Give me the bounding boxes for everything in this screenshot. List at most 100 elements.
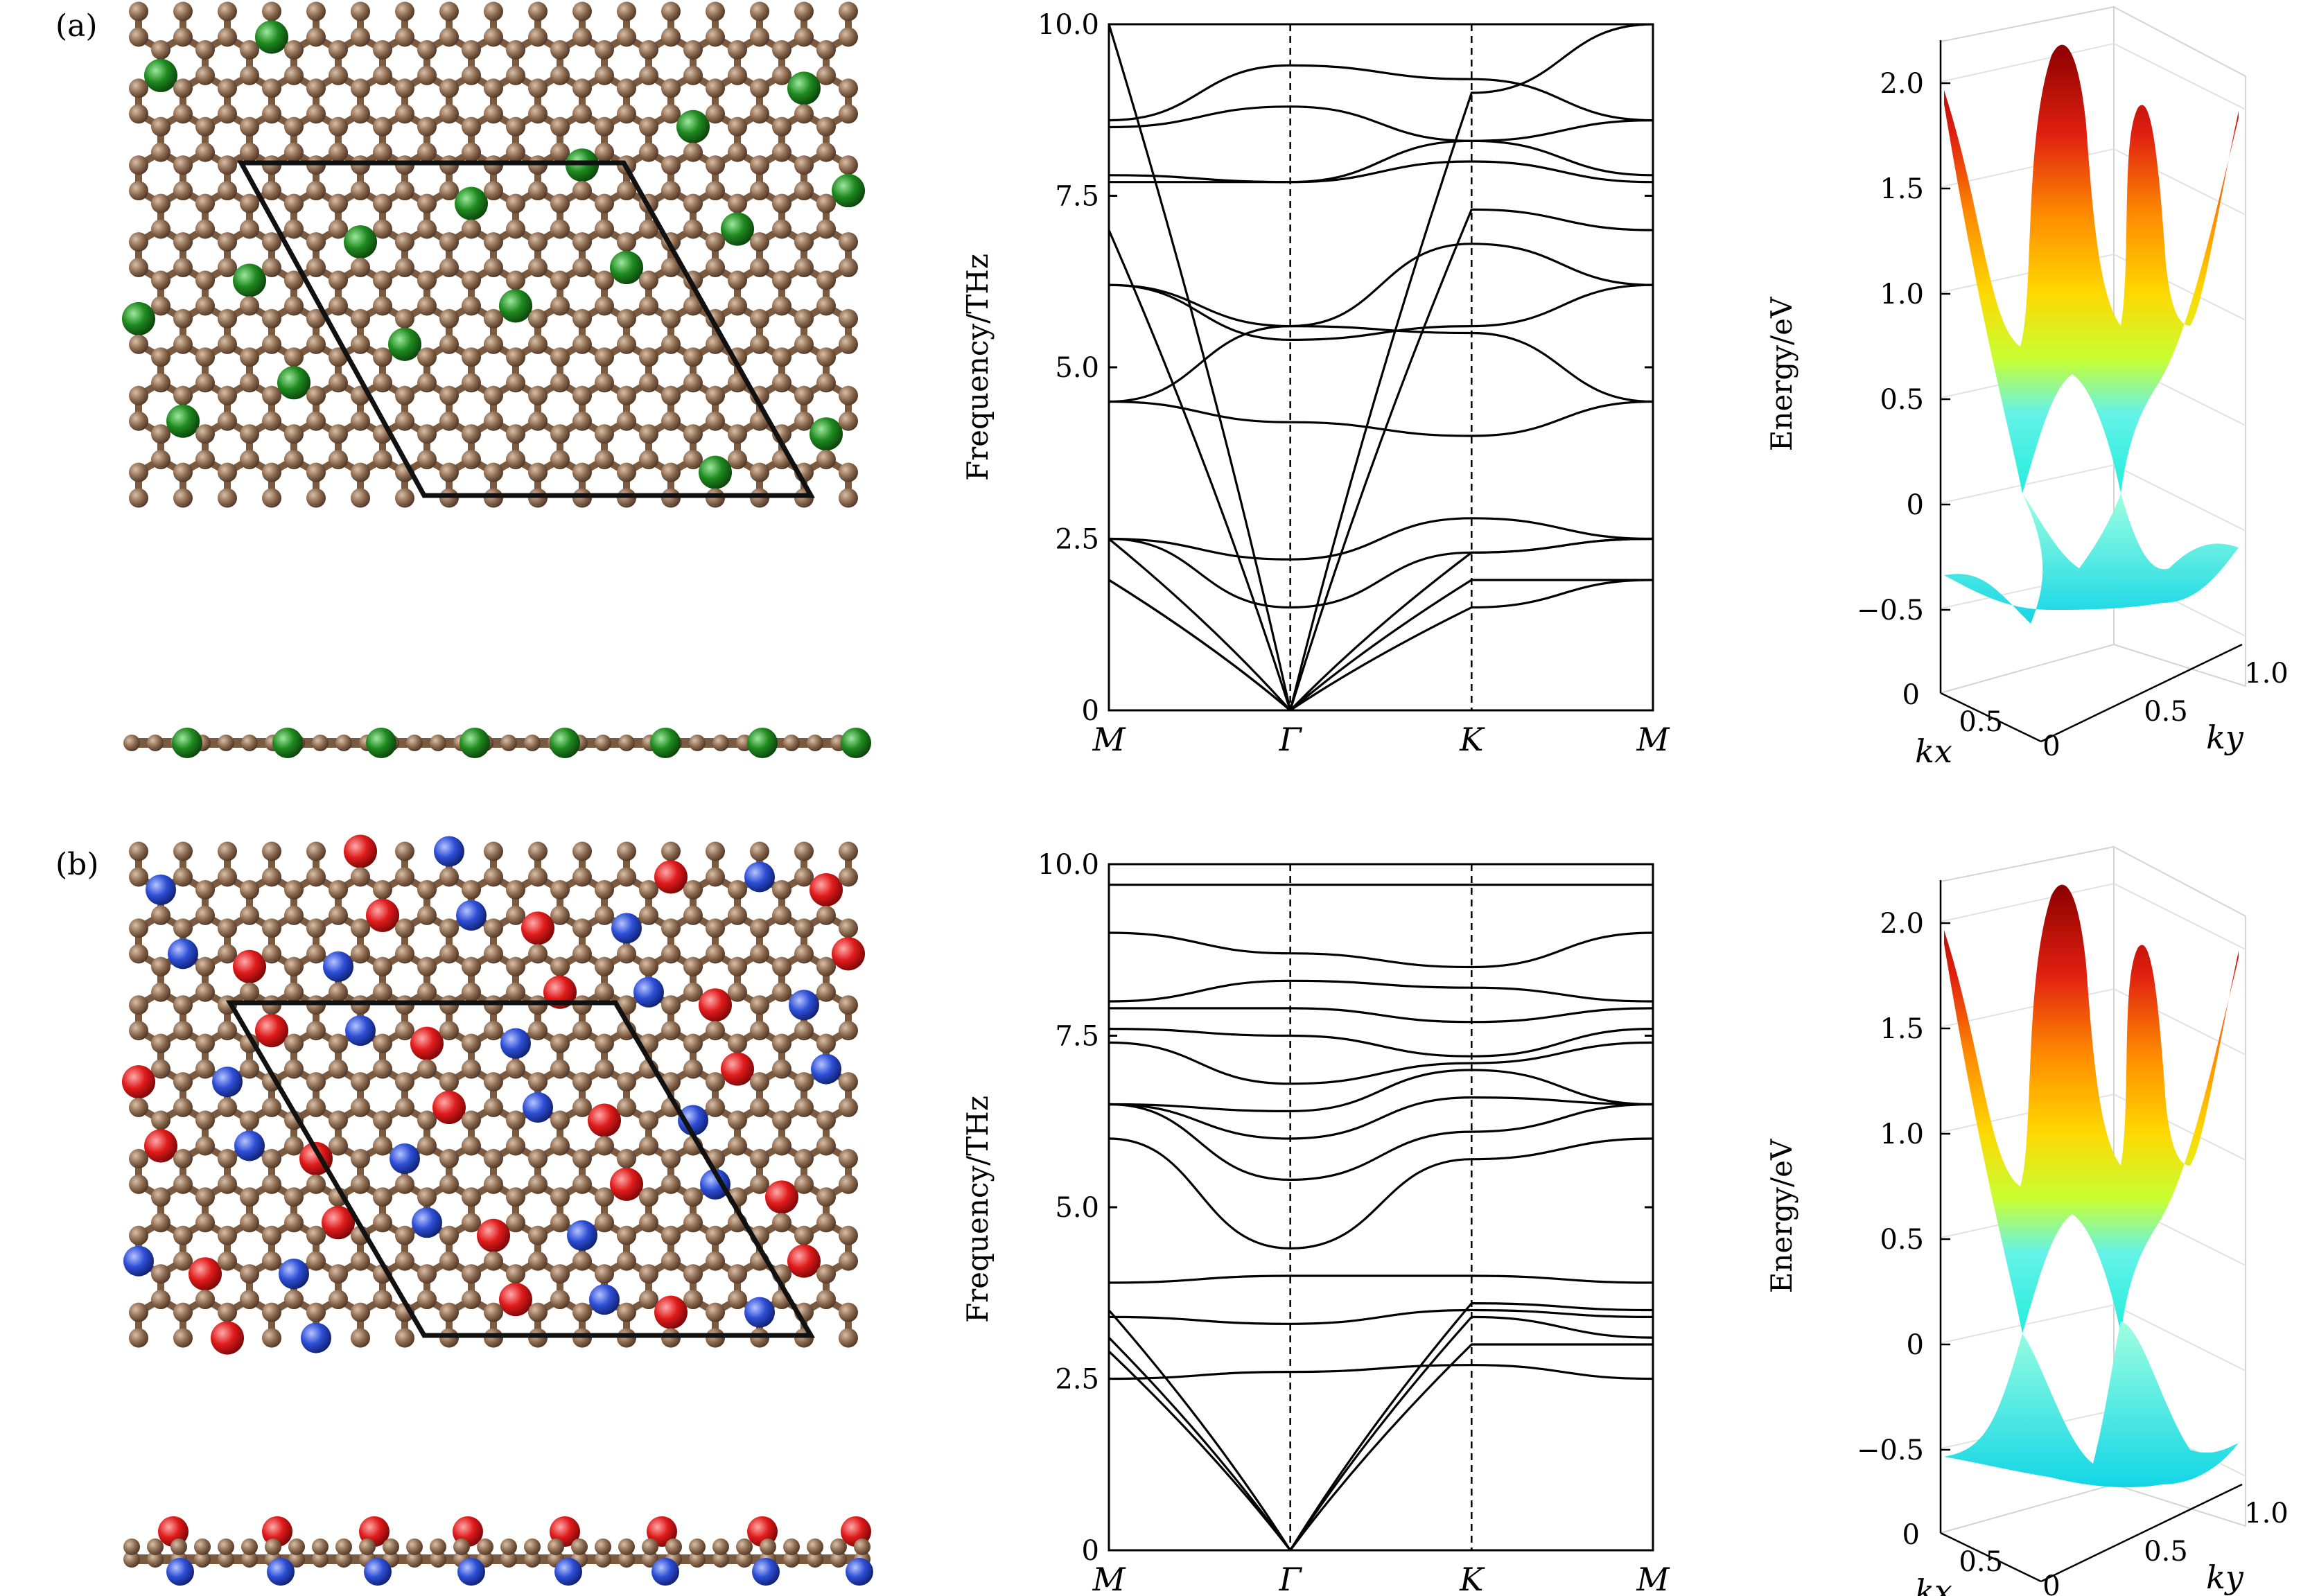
carbon-atom [728, 1033, 747, 1053]
carbon-atom [617, 867, 636, 887]
carbon-atom [661, 78, 681, 98]
carbon-atom [284, 1136, 304, 1156]
carbon-atom [395, 104, 414, 124]
carbon-atom [839, 1251, 858, 1271]
carbon-atom [462, 373, 481, 393]
carbon-atom [462, 1213, 481, 1233]
carbon-atom [661, 181, 681, 201]
carbon-atom [240, 905, 259, 925]
carbon-atom [218, 1148, 237, 1168]
carbon-atom [528, 385, 548, 405]
carbon-atom [195, 373, 215, 393]
carbon-atom [617, 1328, 636, 1348]
carbon-atom [395, 308, 414, 328]
red-dopant-atom [499, 1283, 532, 1317]
red-dopant-atom [810, 872, 843, 906]
carbon-atom [462, 296, 481, 316]
carbon-atom [306, 1098, 326, 1118]
carbon-atom [351, 411, 370, 431]
carbon-atom [129, 385, 148, 405]
carbon-atom [306, 488, 326, 508]
carbon-atom [706, 232, 725, 252]
carbon-atom [572, 918, 592, 938]
carbon-atom [240, 1110, 259, 1130]
red-dopant-atom [144, 1129, 177, 1163]
carbon-atom [639, 424, 658, 444]
carbon-atom-side [689, 735, 706, 751]
carbon-atom [173, 841, 193, 861]
carbon-atom [572, 1021, 592, 1041]
green-dopant-atom [277, 366, 310, 400]
panel-label-a: (a) [55, 8, 98, 44]
carbon-atom [306, 104, 326, 124]
carbon-atom [595, 116, 614, 137]
carbon-atom [661, 995, 681, 1015]
z-tick-label: −0.5 [1857, 595, 1924, 626]
carbon-atom [550, 1033, 570, 1053]
carbon-atom [284, 40, 304, 60]
carbon-atom [351, 462, 370, 482]
carbon-atom [262, 1174, 281, 1194]
blue-dopant-atom [123, 1245, 154, 1277]
carbon-atom [661, 1328, 681, 1348]
carbon-atom-side [783, 1551, 800, 1568]
band-line [1109, 64, 1653, 122]
carbon-atom [129, 1148, 148, 1168]
carbon-atom [528, 104, 548, 124]
carbon-atom-side [123, 1538, 140, 1555]
carbon-atom [195, 1059, 215, 1079]
red-dopant-atom [654, 1295, 688, 1329]
ky-tick-label: 0 [2042, 730, 2060, 762]
green-dopant-atom [122, 301, 155, 335]
carbon-atom [173, 1, 193, 21]
carbon-atom [683, 296, 703, 316]
carbon-atom [439, 1174, 459, 1194]
carbon-atom [794, 27, 814, 47]
carbon-atom-side [595, 735, 611, 751]
carbon-atom [173, 995, 193, 1015]
carbon-atom [683, 424, 703, 444]
carbon-atom [617, 27, 636, 47]
kx-tick-label: 0.5 [1959, 1546, 2003, 1578]
carbon-atom [750, 258, 769, 278]
carbon-atom [794, 867, 814, 887]
blue-dopant-atom [279, 1259, 309, 1290]
carbon-atom [395, 1328, 414, 1348]
carbon-atom [129, 944, 148, 964]
carbon-atom [439, 308, 459, 328]
carbon-atom [550, 373, 570, 393]
z-tick-label: 0.5 [1880, 384, 1924, 416]
carbon-atom [218, 258, 237, 278]
carbon-atom [129, 918, 148, 938]
carbon-atom [417, 270, 437, 290]
kx-axis [1940, 1532, 2042, 1583]
ky-axis-label: ky [2206, 1559, 2244, 1596]
band-line [1109, 537, 1653, 609]
carbon-atom [683, 1059, 703, 1079]
carbon-atom [462, 982, 481, 1002]
carbon-atom [373, 956, 392, 976]
carbon-atom [839, 1148, 858, 1168]
blue-dopant-atom [146, 874, 176, 905]
carbon-atom [750, 155, 769, 175]
carbon-atom [794, 1174, 814, 1194]
carbon-atom [617, 462, 636, 482]
carbon-atom [417, 879, 437, 900]
carbon-atom [572, 1251, 592, 1271]
carbon-atom [772, 142, 791, 162]
carbon-atom-side [406, 1538, 423, 1555]
carbon-atom [683, 40, 703, 60]
band-line [1109, 1069, 1653, 1113]
carbon-atom [816, 1290, 836, 1310]
carbon-atom [284, 65, 304, 85]
carbon-atom [462, 1187, 481, 1207]
carbon-atom [506, 1264, 525, 1284]
carbon-atom [484, 867, 503, 887]
carbon-atom [173, 1072, 193, 1092]
carbon-atom [306, 334, 326, 354]
carbon-atom [195, 1033, 215, 1053]
carbon-atom [595, 956, 614, 976]
carbon-atom [794, 918, 814, 938]
lattice-structure-a [122, 1, 865, 508]
carbon-atom [794, 181, 814, 201]
